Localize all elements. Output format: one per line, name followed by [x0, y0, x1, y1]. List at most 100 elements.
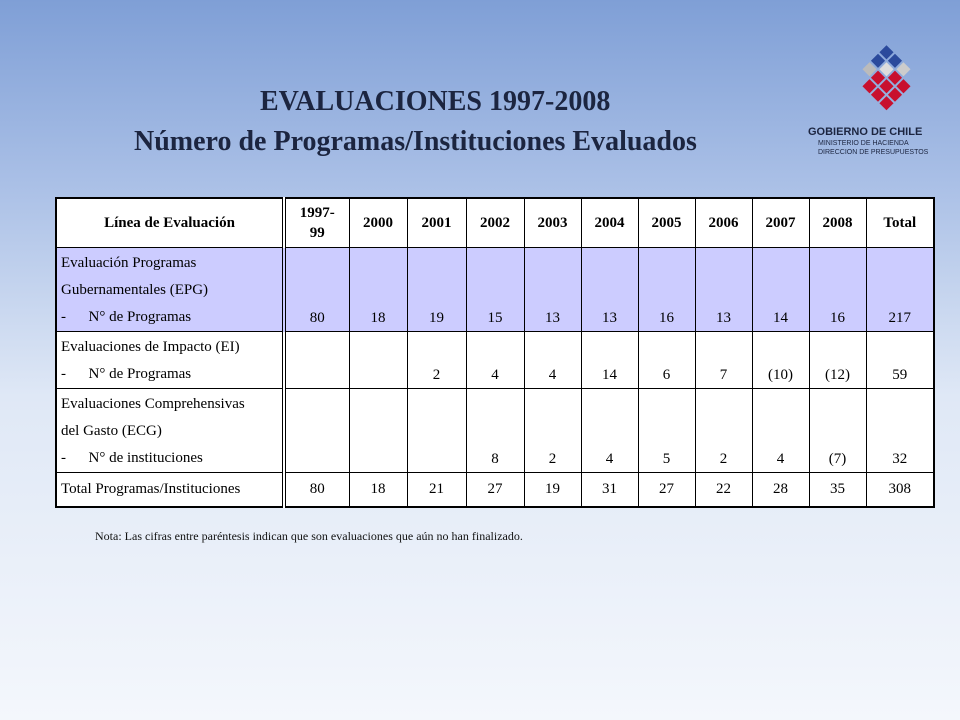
value-cell: 18 — [348, 247, 408, 332]
value-cell: 13 — [523, 247, 582, 332]
value-cell: 2 — [406, 331, 467, 389]
header-cell: 2004 — [580, 197, 639, 248]
header-cell: 2003 — [523, 197, 582, 248]
label-line: - N° de instituciones — [61, 450, 203, 466]
title-line: EVALUACIONES 1997-2008 — [260, 86, 611, 117]
header-cell: 2000 — [348, 197, 408, 248]
value-cell: 22 — [694, 472, 753, 507]
value-cell: 6 — [637, 331, 696, 389]
row-label: Evaluaciones de Impacto (EI) - N° de Prog… — [55, 331, 286, 389]
value-cell: 16 — [637, 247, 696, 332]
value-cell: 16 — [808, 247, 867, 332]
table-row: Evaluaciones Comprehensivas del Gasto (EC… — [55, 388, 935, 473]
value-cell: 217 — [865, 247, 935, 332]
value-cell: (7) — [808, 388, 867, 473]
cell-value: 13 — [545, 310, 560, 326]
value-cell — [406, 388, 467, 473]
value-cell: 27 — [465, 472, 525, 507]
value-cell — [348, 331, 408, 389]
cell-value: 14 — [602, 367, 617, 383]
cell-value: 31 — [602, 480, 617, 497]
cell-value: 80 — [309, 480, 325, 497]
value-cell: (10) — [751, 331, 810, 389]
cell-value: 59 — [892, 367, 908, 383]
value-cell: 7 — [694, 331, 753, 389]
header-cell: 2002 — [465, 197, 525, 248]
header-text: 2008 — [822, 214, 853, 231]
cell-value: 7 — [719, 367, 728, 383]
cell-value: 16 — [659, 310, 674, 326]
value-cell: (12) — [808, 331, 867, 389]
value-cell: 13 — [694, 247, 753, 332]
header-text: 2006 — [708, 214, 739, 231]
header-cell: Línea de Evaluación — [55, 197, 286, 248]
value-cell: 13 — [580, 247, 639, 332]
cell-value: 217 — [888, 310, 912, 326]
value-cell: 80 — [283, 247, 350, 332]
logo-line: MINISTERIO DE HACIENDA — [818, 140, 909, 147]
cell-value: 21 — [429, 480, 444, 497]
row-label: Total Programas/Instituciones — [55, 472, 286, 507]
header-text: 2005 — [651, 214, 682, 231]
cell-value: (10) — [768, 367, 793, 383]
cell-value: 15 — [487, 310, 503, 326]
header-text: 2002 — [480, 214, 510, 231]
table-row: Evaluación Programas Gubernamentales (EPG… — [55, 247, 935, 332]
value-cell: 4 — [523, 331, 582, 389]
cell-value: (7) — [828, 451, 847, 467]
value-cell: 35 — [808, 472, 867, 507]
cell-value: 28 — [773, 480, 788, 497]
note: Nota: Las cifras entre paréntesis indica… — [95, 529, 523, 543]
cell-value: 14 — [773, 310, 788, 326]
label-line: - N° de Programas — [61, 309, 192, 325]
header-text: 2000 — [363, 214, 393, 231]
value-cell: 31 — [580, 472, 639, 507]
header-text: 1997-99 — [299, 205, 335, 241]
header-cell: 2007 — [751, 197, 810, 248]
header-cell: 2006 — [694, 197, 753, 248]
cell-value: 19 — [429, 310, 444, 326]
value-cell: 15 — [465, 247, 525, 332]
cell-value: 16 — [830, 310, 845, 326]
cell-value: 27 — [487, 480, 503, 497]
value-cell — [348, 388, 408, 473]
header-text: 2003 — [537, 214, 568, 231]
value-cell: 4 — [465, 331, 525, 389]
value-cell: 21 — [406, 472, 467, 507]
cell-value: 2 — [548, 451, 557, 467]
logo-name: GOBIERNO DE CHILE — [808, 126, 923, 138]
cell-value: 19 — [545, 480, 560, 497]
value-cell: 19 — [523, 472, 582, 507]
cell-value: 35 — [830, 480, 845, 497]
label-line: Total Programas/Instituciones — [61, 480, 241, 497]
cell-value: 308 — [888, 480, 912, 497]
header-text: 2007 — [765, 214, 796, 231]
value-cell: 27 — [637, 472, 696, 507]
value-cell — [283, 388, 350, 473]
cell-value: 13 — [602, 310, 617, 326]
cell-value: 4 — [605, 451, 614, 467]
cell-value: 5 — [662, 451, 671, 467]
header-text: Total — [883, 214, 917, 231]
cell-value: 32 — [892, 451, 908, 467]
cell-value: 4 — [491, 367, 499, 383]
label-line: del Gasto (ECG) — [61, 423, 162, 439]
value-cell: 59 — [865, 331, 935, 389]
header-cell: 1997-99 — [283, 197, 350, 248]
value-cell: 2 — [523, 388, 582, 473]
value-cell: 2 — [694, 388, 753, 473]
header-text: 2001 — [421, 214, 452, 231]
table-row: Total Programas/Instituciones 80 18 21 27 19 3… — [55, 472, 935, 507]
label-line: Evaluación Programas — [61, 255, 197, 271]
title-line: Número de Programas/Instituciones Evalua… — [134, 126, 697, 157]
cell-value: 2 — [719, 451, 728, 467]
cell-value: 4 — [776, 451, 785, 467]
cell-value: 8 — [491, 451, 499, 467]
cell-value: 80 — [309, 310, 325, 326]
value-cell: 80 — [283, 472, 350, 507]
evaluation-table: Línea de Evaluación 1997-99 2000 2001 2002 20… — [55, 197, 935, 508]
cell-value: 6 — [662, 367, 671, 383]
logo-line: DIRECCION DE PRESUPUESTOS — [818, 149, 929, 156]
logo: GOBIERNO DE CHILE MINISTERIO DE HACIENDA… — [808, 40, 958, 160]
